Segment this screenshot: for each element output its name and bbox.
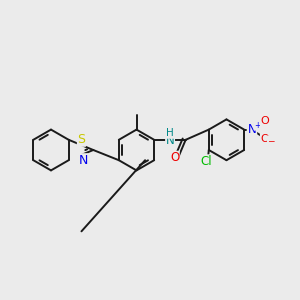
Text: +: +: [254, 121, 260, 130]
Text: H: H: [166, 128, 174, 138]
Text: N: N: [78, 154, 88, 167]
Text: O: O: [260, 134, 269, 144]
Text: N: N: [166, 134, 174, 147]
Text: O: O: [170, 151, 179, 164]
Text: S: S: [77, 133, 86, 146]
Text: O: O: [260, 116, 269, 126]
Text: −: −: [267, 136, 275, 145]
Text: Cl: Cl: [200, 155, 212, 168]
Text: N: N: [248, 123, 256, 136]
